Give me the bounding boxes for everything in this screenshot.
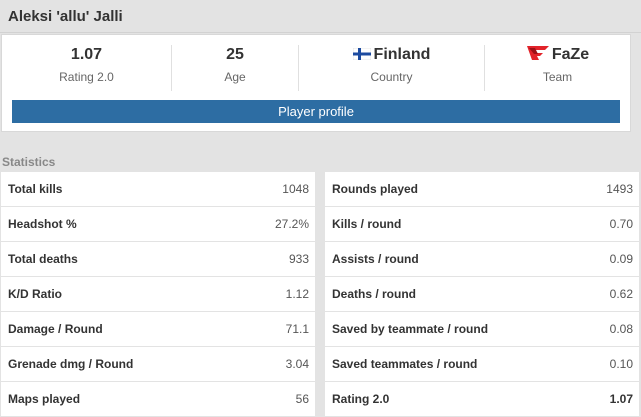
stat-value: 1.07 xyxy=(609,392,633,406)
stat-row-assists-round: Assists / round 0.09 xyxy=(325,242,639,276)
player-profile-button[interactable]: Player profile xyxy=(12,100,620,123)
stat-row-saved-teammates: Saved teammates / round 0.10 xyxy=(325,347,639,381)
summary-team-label: Team xyxy=(542,70,573,84)
stat-value: 1493 xyxy=(606,182,633,196)
summary-rating-value: 1.07 xyxy=(70,46,103,63)
summary-rating-label: Rating 2.0 xyxy=(59,70,114,84)
stat-row-kills-round: Kills / round 0.70 xyxy=(325,207,639,241)
faze-logo-icon xyxy=(526,46,549,60)
stat-label: Maps played xyxy=(8,392,81,406)
stat-row-rounds-played: Rounds played 1493 xyxy=(325,172,639,206)
stat-label: Grenade dmg / Round xyxy=(8,357,134,371)
stat-row-maps-played: Maps played 56 xyxy=(1,382,315,416)
stat-label: Deaths / round xyxy=(332,287,417,301)
stat-value: 56 xyxy=(295,392,309,406)
stat-label: Assists / round xyxy=(332,252,419,266)
stat-label: Rounds played xyxy=(332,182,419,196)
stat-label: Headshot % xyxy=(8,217,77,231)
stat-value: 27.2% xyxy=(274,217,309,231)
stat-row-deaths-round: Deaths / round 0.62 xyxy=(325,277,639,311)
stats-table-right: Rounds played 1493 Kills / round 0.70 As… xyxy=(325,172,639,417)
stat-value: 1048 xyxy=(282,182,309,196)
stat-row-damage-round: Damage / Round 71.1 xyxy=(1,312,315,346)
stat-label: Kills / round xyxy=(332,217,402,231)
stat-label: Saved by teammate / round xyxy=(332,322,489,336)
summary-age: 25 Age xyxy=(172,45,299,91)
stat-row-grenade-dmg: Grenade dmg / Round 3.04 xyxy=(1,347,315,381)
summary-rating: 1.07 Rating 2.0 xyxy=(2,45,172,91)
stat-value: 1.12 xyxy=(285,287,309,301)
stat-row-total-deaths: Total deaths 933 xyxy=(1,242,315,276)
stat-label: Damage / Round xyxy=(8,322,103,336)
stat-value: 933 xyxy=(288,252,309,266)
stats-table-left: Total kills 1048 Headshot % 27.2% Total … xyxy=(1,172,315,417)
stat-label: Total kills xyxy=(8,182,63,196)
stat-row-total-kills: Total kills 1048 xyxy=(1,172,315,206)
summary-country[interactable]: Finland Country xyxy=(299,45,485,91)
stat-value: 0.70 xyxy=(609,217,633,231)
stat-label: K/D Ratio xyxy=(8,287,62,301)
player-header: Aleksi 'allu' Jalli xyxy=(0,0,641,33)
stat-value: 0.10 xyxy=(609,357,633,371)
player-summary-card: 1.07 Rating 2.0 25 Age Finland Country xyxy=(1,34,631,132)
stat-value: 71.1 xyxy=(285,322,309,336)
stat-row-rating: Rating 2.0 1.07 xyxy=(325,382,639,416)
summary-team[interactable]: FaZe Team xyxy=(485,45,630,91)
summary-age-label: Age xyxy=(224,70,246,84)
summary-age-value: 25 xyxy=(226,46,244,63)
section-title-statistics: Statistics xyxy=(2,155,56,169)
player-name: Aleksi 'allu' Jalli xyxy=(8,8,123,25)
stat-value: 0.62 xyxy=(609,287,633,301)
stat-value: 0.09 xyxy=(609,252,633,266)
stat-label: Total deaths xyxy=(8,252,78,266)
stat-label: Rating 2.0 xyxy=(332,392,390,406)
stat-value: 0.08 xyxy=(609,322,633,336)
stat-row-saved-by-teammate: Saved by teammate / round 0.08 xyxy=(325,312,639,346)
summary-country-value: Finland xyxy=(373,46,431,63)
summary-stats-row: 1.07 Rating 2.0 25 Age Finland Country xyxy=(2,35,630,91)
stat-value: 3.04 xyxy=(285,357,309,371)
finland-flag-icon xyxy=(352,48,371,60)
stat-row-kd-ratio: K/D Ratio 1.12 xyxy=(1,277,315,311)
summary-country-label: Country xyxy=(370,70,413,84)
summary-team-value: FaZe xyxy=(551,46,590,63)
stat-label: Saved teammates / round xyxy=(332,357,478,371)
stat-row-headshot-pct: Headshot % 27.2% xyxy=(1,207,315,241)
